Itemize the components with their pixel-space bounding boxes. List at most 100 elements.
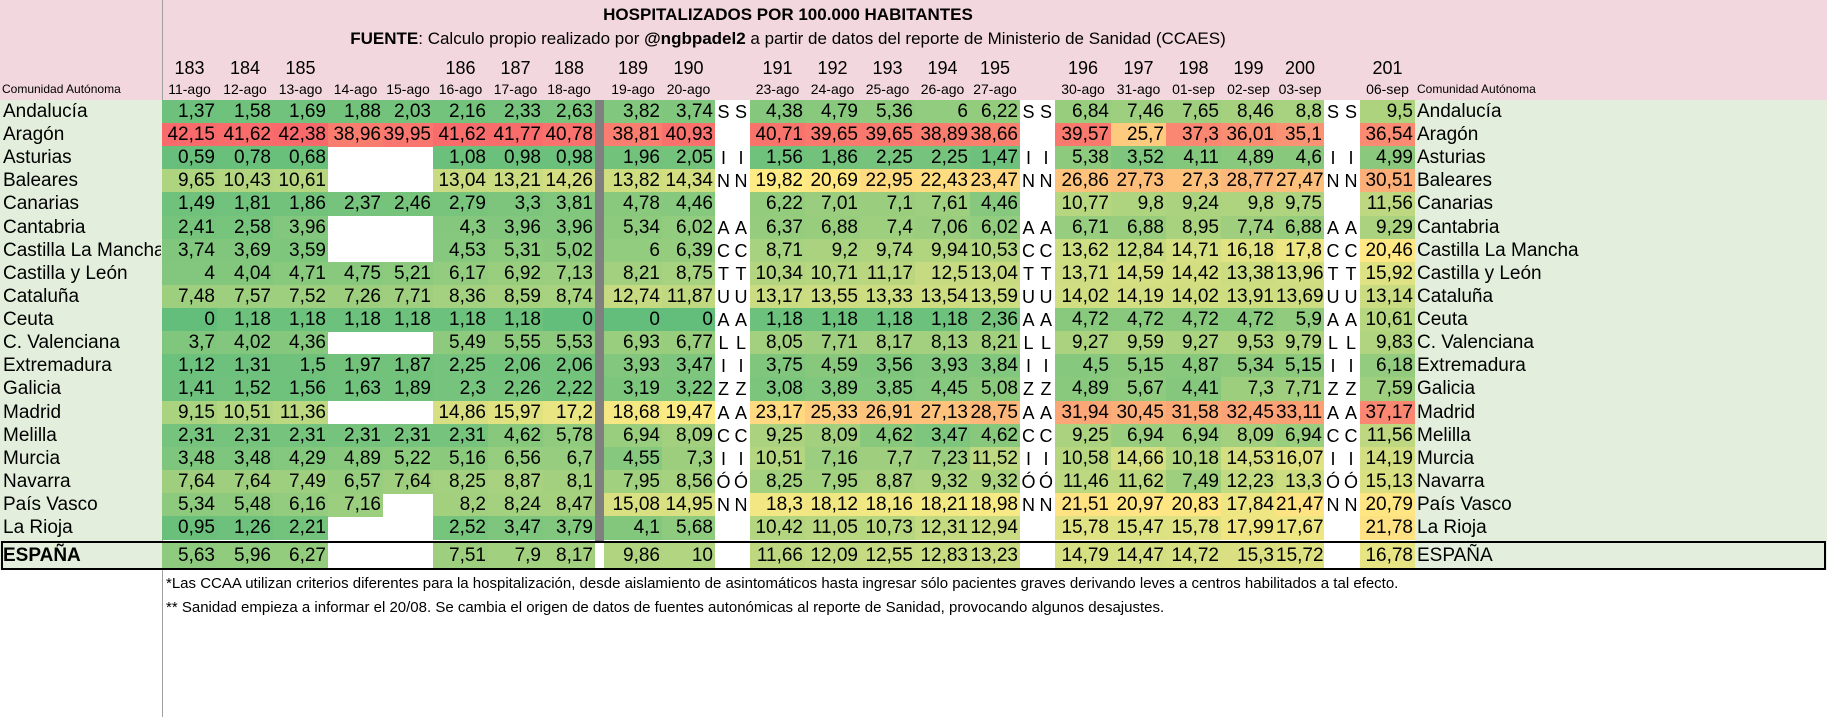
value-cell: 6,57: [328, 470, 383, 494]
value-cell: 2,25: [860, 146, 915, 170]
value-cell: 5,08: [970, 377, 1020, 401]
value-cell: 10,71: [805, 262, 860, 286]
divider-cell: [595, 516, 604, 541]
value-cell: 5,67: [1111, 377, 1166, 401]
total-value-cell: 14,47: [1111, 543, 1166, 569]
value-cell: 40,71: [750, 123, 805, 147]
no-update-letter: A: [734, 310, 747, 330]
value-cell: 1,18: [217, 308, 273, 332]
total-region-name: ESPAÑA: [3, 545, 81, 566]
value-cell: 9,5: [1360, 100, 1415, 124]
no-update-letter: L: [1327, 333, 1338, 353]
value-cell: 9,27: [1055, 331, 1111, 355]
no-update-letter: N: [1344, 495, 1358, 515]
value-cell: 38,89: [915, 123, 970, 147]
value-cell: 5,34: [162, 493, 217, 517]
value-cell: 1,88: [328, 100, 383, 124]
value-cell: 5,55: [488, 331, 543, 355]
divider-cell: [595, 424, 604, 449]
value-cell: 1,89: [383, 377, 433, 401]
value-cell: 10,43: [217, 169, 273, 193]
value-cell: 9,59: [1111, 331, 1166, 355]
divider-cell: [595, 169, 604, 194]
value-cell: 4,38: [750, 100, 805, 124]
value-cell: 25,7: [1111, 123, 1166, 147]
no-update-letter: Ó: [1038, 472, 1053, 492]
value-cell: 10,51: [750, 447, 805, 471]
value-cell: 2,46: [383, 192, 433, 216]
no-update-letter: A: [1344, 218, 1357, 238]
value-cell: [383, 216, 433, 240]
column-number: 199: [1233, 58, 1264, 78]
value-cell: 42,38: [273, 123, 328, 147]
value-cell: 7,49: [1166, 470, 1221, 494]
region-name-right: Castilla La Mancha: [1417, 240, 1579, 261]
value-cell: 2,52: [433, 516, 488, 540]
no-update-letter: C: [1022, 241, 1035, 261]
region-column-left: [0, 100, 162, 540]
value-cell: 11,62: [1111, 470, 1166, 494]
footnote-1: *Las CCAA utilizan criterios diferentes …: [166, 575, 1399, 592]
no-update-letter: U: [1344, 287, 1358, 307]
value-cell: 7,64: [383, 470, 433, 494]
no-update-letter: Z: [1023, 379, 1034, 399]
value-cell: [328, 239, 383, 263]
value-cell: 1,18: [383, 308, 433, 332]
value-cell: 12,31: [915, 516, 970, 540]
value-cell: 15,47: [1111, 516, 1166, 540]
no-update-letter: [1342, 516, 1360, 540]
no-update-letter: A: [1326, 218, 1339, 238]
column-date: 27-ago: [973, 81, 1017, 97]
value-cell: 0,95: [162, 516, 217, 540]
value-cell: 7,48: [162, 285, 217, 309]
value-cell: 4,79: [805, 100, 860, 124]
value-cell: 23,47: [970, 169, 1020, 193]
value-cell: 6,02: [970, 216, 1020, 240]
value-cell: 9,8: [1221, 192, 1276, 216]
no-update-letter: A: [1022, 310, 1035, 330]
total-value-cell: 16,78: [1360, 543, 1415, 569]
value-cell: 1,31: [217, 354, 273, 378]
value-cell: 8,17: [860, 331, 915, 355]
value-cell: 8,95: [1166, 216, 1221, 240]
value-cell: 8,47: [543, 493, 595, 517]
value-cell: 14,66: [1111, 447, 1166, 471]
no-update-letter: C: [1344, 426, 1358, 446]
region-name: Castilla La Mancha: [3, 240, 161, 261]
footnote-2: ** Sanidad empieza a informar el 20/08. …: [166, 599, 1165, 616]
value-cell: 14,42: [1166, 262, 1221, 286]
value-cell: 11,52: [970, 447, 1020, 471]
region-name-right: Murcia: [1417, 448, 1475, 469]
no-update-letter: A: [717, 218, 730, 238]
value-cell: 18,3: [750, 493, 805, 517]
value-cell: 4,46: [662, 192, 715, 216]
total-value-cell: 10: [662, 543, 715, 569]
value-cell: 14,19: [1111, 285, 1166, 309]
column-date: 02-sep: [1227, 81, 1270, 97]
value-cell: 7,1: [860, 192, 915, 216]
no-update-letter: I: [720, 356, 726, 376]
column-date: 23-ago: [755, 81, 800, 97]
column-date: 25-ago: [865, 81, 910, 97]
value-cell: 8,36: [433, 285, 488, 309]
column-number: 193: [872, 58, 903, 78]
value-cell: 10,34: [750, 262, 805, 286]
value-cell: 4,29: [273, 447, 328, 471]
value-cell: 15,13: [1360, 470, 1415, 494]
value-cell: 9,75: [1276, 192, 1324, 216]
value-cell: 13,59: [970, 285, 1020, 309]
no-update-letter: I: [738, 148, 744, 168]
value-cell: 17,67: [1276, 516, 1324, 540]
divider-cell: [595, 377, 604, 402]
value-cell: 2,33: [488, 100, 543, 124]
column-number: 195: [979, 58, 1011, 78]
region-name: La Rioja: [3, 517, 73, 538]
no-update-letter: C: [1039, 241, 1053, 261]
no-update-letter: S: [1039, 102, 1052, 122]
value-cell: 2,22: [543, 377, 595, 401]
value-cell: 17,84: [1221, 493, 1276, 517]
value-cell: 40,78: [543, 123, 595, 147]
value-cell: 14,59: [1111, 262, 1166, 286]
divider-cell: [595, 123, 604, 148]
value-cell: 18,16: [860, 493, 915, 517]
